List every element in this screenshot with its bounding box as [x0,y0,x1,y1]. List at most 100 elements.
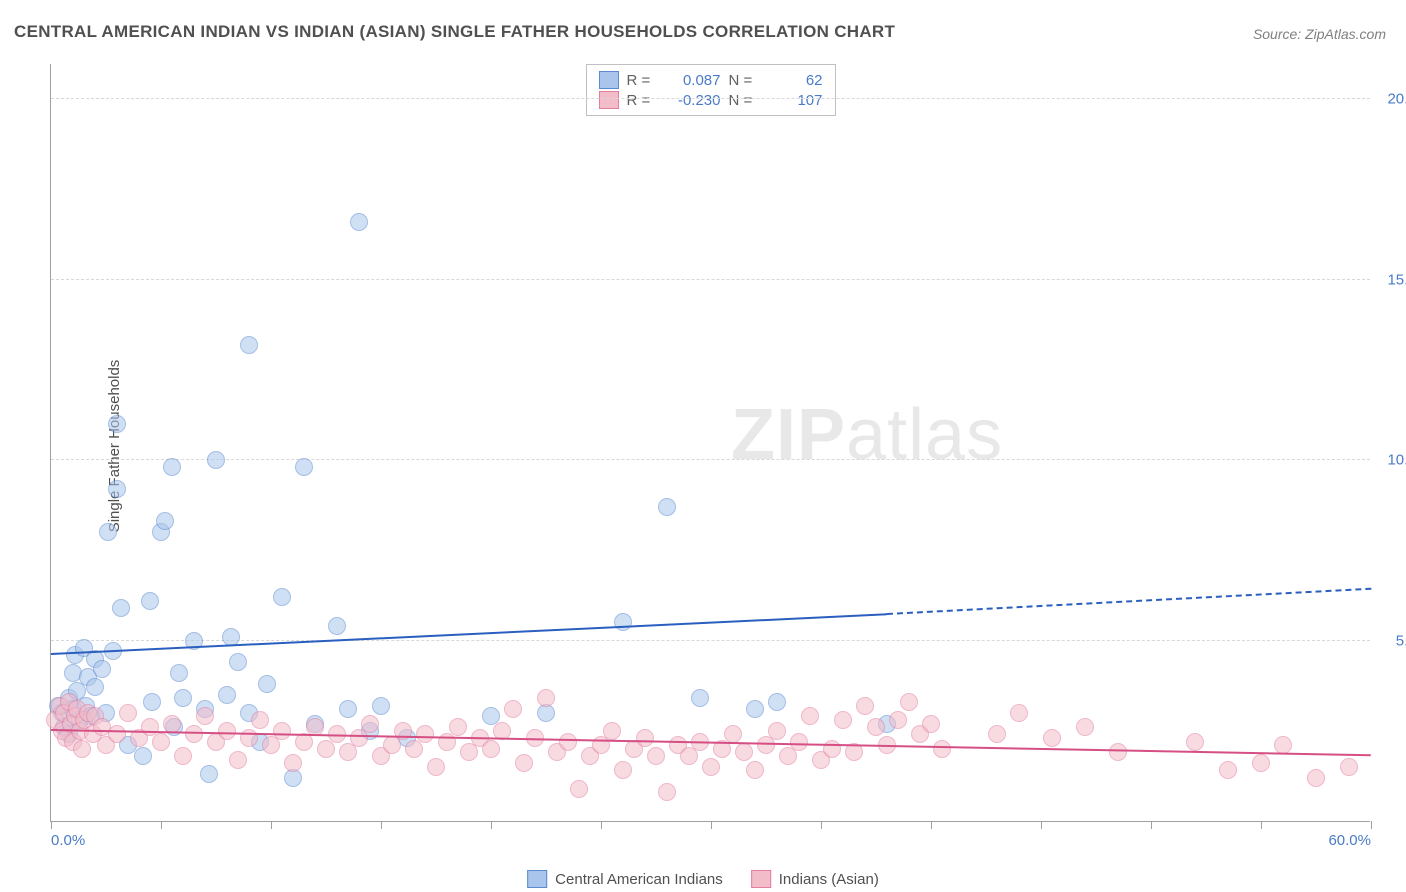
data-point [86,678,104,696]
data-point [746,761,764,779]
data-point [196,707,214,725]
plot-area: ZIPatlas R =0.087N =62R =-0.230N =107 5.… [50,64,1370,822]
data-point [702,758,720,776]
data-point [229,751,247,769]
data-point [658,783,676,801]
data-point [251,711,269,729]
data-point [691,689,709,707]
data-point [856,697,874,715]
x-tick [1041,821,1042,829]
gridline [51,640,1370,641]
data-point [1043,729,1061,747]
data-point [152,733,170,751]
legend-label: Indians (Asian) [779,871,879,888]
stats-r-label: R = [627,72,657,89]
chart-title: CENTRAL AMERICAN INDIAN VS INDIAN (ASIAN… [14,22,895,42]
data-point [922,715,940,733]
gridline [51,459,1370,460]
data-point [449,718,467,736]
data-point [218,722,236,740]
watermark-light: atlas [846,395,1003,475]
bottom-legend: Central American IndiansIndians (Asian) [527,870,879,888]
data-point [801,707,819,725]
data-point [834,711,852,729]
data-point [570,780,588,798]
data-point [900,693,918,711]
stats-box: R =0.087N =62R =-0.230N =107 [586,64,836,116]
x-tick [1261,821,1262,829]
gridline [51,98,1370,99]
y-tick-label: 10.0% [1375,452,1406,469]
data-point [141,592,159,610]
data-point [1010,704,1028,722]
legend-item: Indians (Asian) [751,870,879,888]
data-point [647,747,665,765]
data-point [1340,758,1358,776]
x-tick [931,821,932,829]
y-tick-label: 5.0% [1375,632,1406,649]
data-point [156,512,174,530]
data-point [207,451,225,469]
y-tick-label: 15.0% [1375,271,1406,288]
data-point [482,740,500,758]
stats-n-label: N = [729,92,759,109]
data-point [823,740,841,758]
data-point [273,588,291,606]
data-point [372,697,390,715]
data-point [1186,733,1204,751]
x-tick [711,821,712,829]
legend-swatch [527,870,547,888]
x-tick [821,821,822,829]
source-label: Source: ZipAtlas.com [1253,26,1386,42]
data-point [515,754,533,772]
data-point [339,700,357,718]
data-point [163,458,181,476]
stats-n-value: 107 [767,92,823,109]
data-point [1076,718,1094,736]
data-point [416,725,434,743]
data-point [200,765,218,783]
y-tick-label: 20.0% [1375,91,1406,108]
data-point [559,733,577,751]
gridline [51,279,1370,280]
stats-row: R =0.087N =62 [599,71,823,89]
trend-line-dashed [887,588,1371,615]
data-point [636,729,654,747]
data-point [328,617,346,635]
data-point [108,415,126,433]
data-point [1109,743,1127,761]
data-point [185,725,203,743]
x-tick [51,821,52,829]
x-tick [1151,821,1152,829]
data-point [119,704,137,722]
data-point [790,733,808,751]
x-tick [381,821,382,829]
data-point [134,747,152,765]
watermark: ZIPatlas [731,394,1003,476]
data-point [93,660,111,678]
watermark-bold: ZIP [731,395,846,475]
data-point [174,747,192,765]
data-point [350,213,368,231]
data-point [867,718,885,736]
x-tick-label: 0.0% [51,832,85,849]
trend-line [51,613,887,655]
data-point [174,689,192,707]
stats-n-value: 62 [767,72,823,89]
data-point [240,336,258,354]
legend-swatch [599,71,619,89]
data-point [163,715,181,733]
legend-swatch [599,91,619,109]
data-point [504,700,522,718]
data-point [218,686,236,704]
data-point [603,722,621,740]
data-point [361,715,379,733]
data-point [735,743,753,761]
x-tick [161,821,162,829]
data-point [768,693,786,711]
data-point [1252,754,1270,772]
data-point [1219,761,1237,779]
data-point [537,689,555,707]
data-point [889,711,907,729]
data-point [658,498,676,516]
